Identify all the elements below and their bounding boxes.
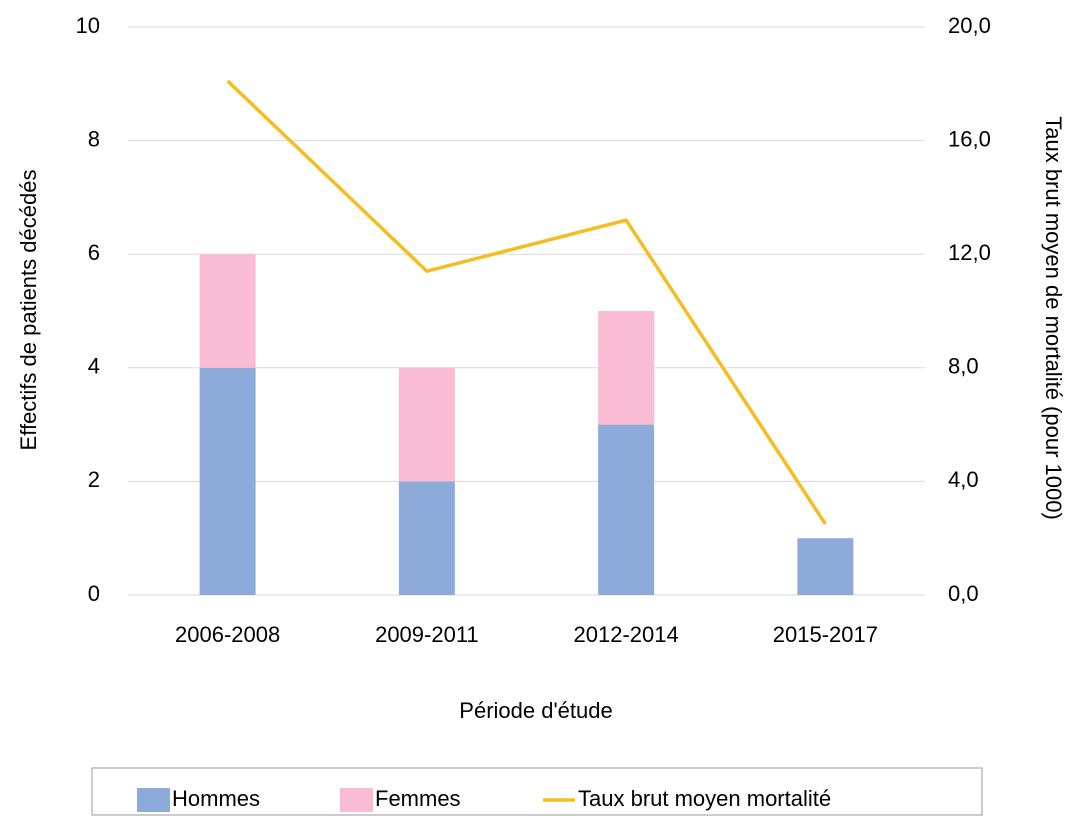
y-tick-label: 6: [88, 240, 100, 265]
line: [226, 79, 827, 525]
y2-tick-label: 8,0: [948, 354, 979, 379]
x-tick-label: 2009-2011: [375, 622, 479, 647]
x-axis-label: Période d'étude: [459, 698, 612, 723]
y2-tick-label: 4,0: [948, 467, 979, 492]
legend-swatch: [340, 788, 373, 812]
legend-label: Taux brut moyen mortalité: [578, 786, 831, 811]
legend-label: Femmes: [375, 786, 461, 811]
y-tick-label: 2: [88, 467, 100, 492]
y2-tick-label: 12,0: [948, 240, 991, 265]
y2-tick-label: 20,0: [948, 13, 991, 38]
bar: [598, 424, 655, 595]
y-axis-label: Effectifs de patients décédés: [16, 170, 41, 451]
bar: [199, 254, 256, 368]
y2-axis-label: Taux brut moyen de mortalité (pour 1000): [1041, 116, 1066, 520]
legend-label: Hommes: [172, 786, 260, 811]
legend-box: [91, 767, 983, 816]
bar: [598, 311, 655, 425]
y-tick-label: 4: [88, 354, 100, 379]
bar: [398, 367, 455, 482]
y-tick-label: 8: [88, 126, 100, 151]
y-tick-label: 10: [76, 13, 100, 38]
x-tick-label: 2012-2014: [574, 622, 679, 647]
bar: [199, 367, 256, 595]
y2-tick-label: 16,0: [948, 126, 991, 151]
x-tick-label: 2006-2008: [175, 622, 280, 647]
bar: [797, 538, 854, 595]
y-tick-label: 0: [88, 581, 100, 606]
bar: [398, 481, 455, 595]
legend-swatch: [137, 788, 170, 812]
y2-tick-label: 0,0: [948, 581, 979, 606]
x-tick-label: 2015-2017: [773, 622, 878, 647]
